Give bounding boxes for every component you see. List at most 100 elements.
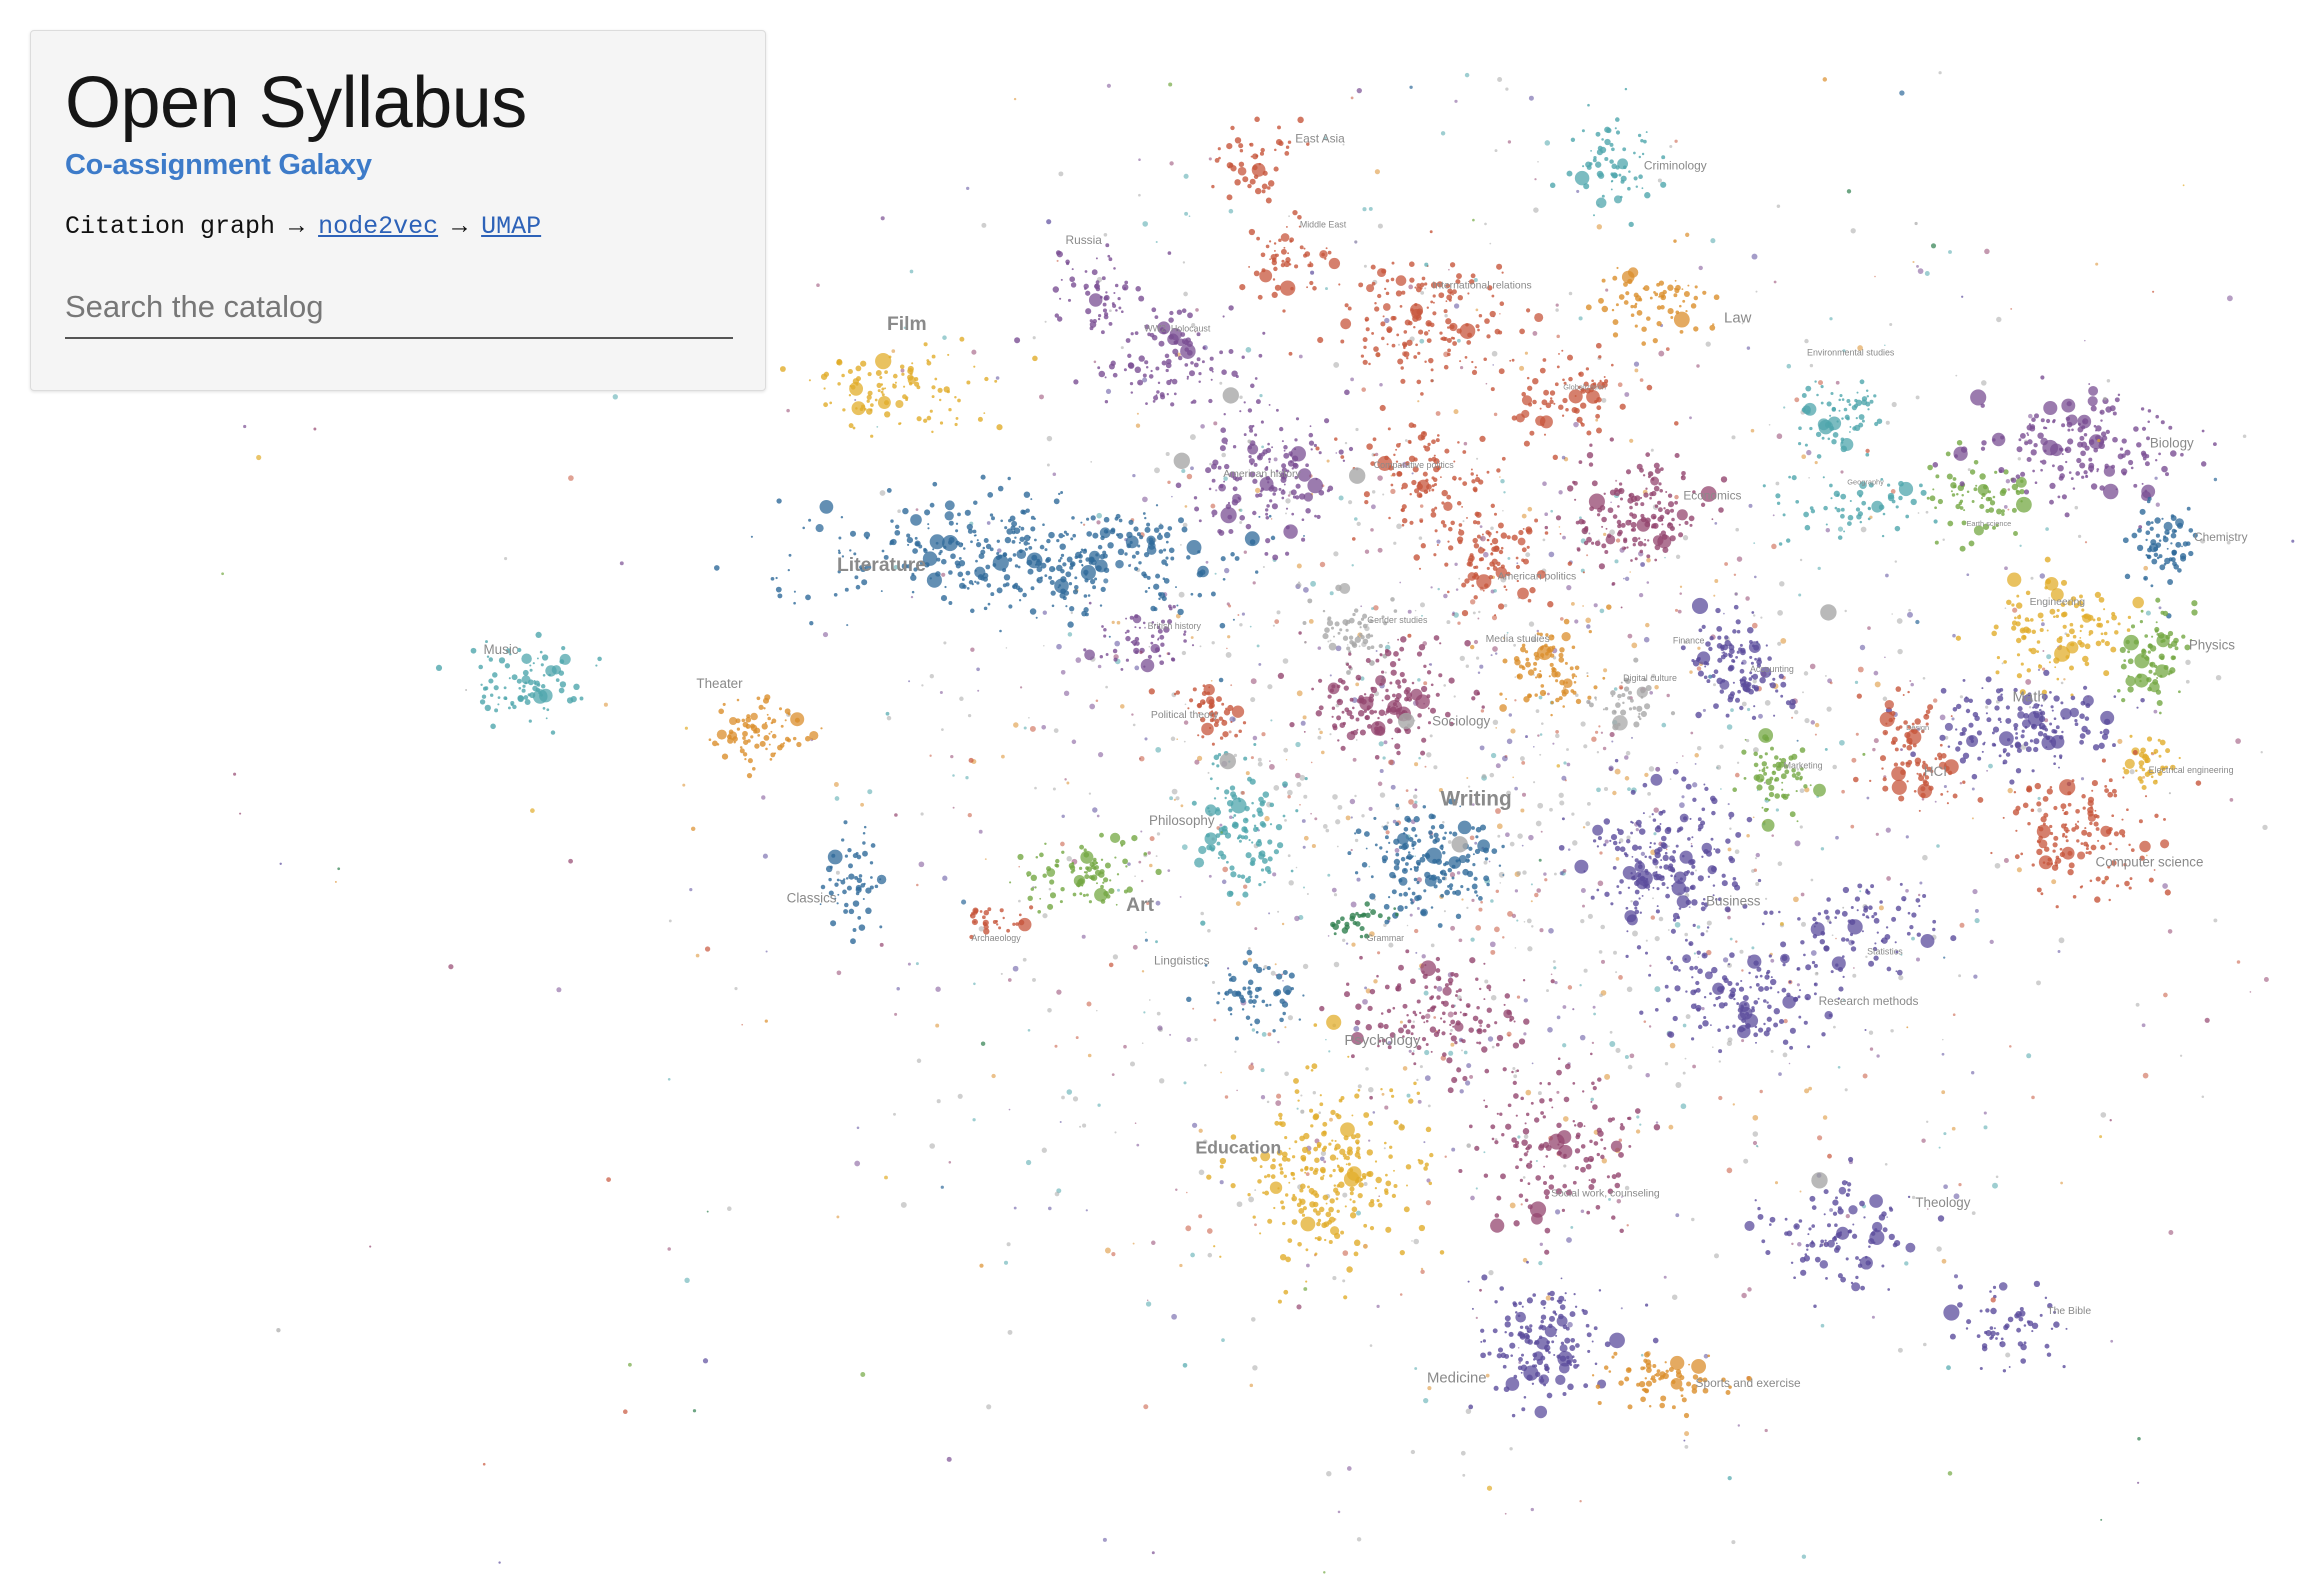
galaxy-point[interactable] [2179, 1054, 2183, 1057]
galaxy-point[interactable] [1578, 371, 1584, 377]
galaxy-point[interactable] [1722, 957, 1729, 963]
galaxy-point[interactable] [1062, 562, 1067, 567]
galaxy-point[interactable] [1428, 457, 1433, 462]
galaxy-point[interactable] [1500, 1173, 1506, 1180]
galaxy-point[interactable] [1190, 401, 1194, 404]
galaxy-point[interactable] [1414, 286, 1417, 289]
galaxy-point[interactable] [1285, 1193, 1289, 1197]
galaxy-point[interactable] [1612, 790, 1617, 796]
galaxy-point[interactable] [1142, 496, 1148, 503]
galaxy-point[interactable] [1477, 328, 1480, 332]
galaxy-point[interactable] [1249, 178, 1256, 185]
galaxy-point[interactable] [1410, 303, 1423, 317]
galaxy-point[interactable] [1406, 357, 1409, 360]
galaxy-point[interactable] [1341, 927, 1349, 934]
galaxy-point[interactable] [1470, 472, 1474, 476]
galaxy-point[interactable] [566, 697, 574, 704]
galaxy-point[interactable] [1044, 574, 1048, 578]
galaxy-point[interactable] [841, 838, 845, 842]
galaxy-point[interactable] [1103, 233, 1108, 237]
galaxy-point[interactable] [1405, 855, 1410, 860]
galaxy-point[interactable] [1044, 548, 1048, 552]
galaxy-point[interactable] [1559, 1151, 1562, 1155]
galaxy-point[interactable] [1002, 916, 1005, 920]
galaxy-point[interactable] [1273, 266, 1278, 272]
galaxy-point[interactable] [986, 583, 992, 588]
galaxy-point[interactable] [1275, 408, 1279, 412]
galaxy-point[interactable] [1885, 573, 1889, 578]
galaxy-point[interactable] [1559, 532, 1562, 535]
galaxy-point[interactable] [1377, 223, 1383, 229]
galaxy-point[interactable] [1547, 692, 1550, 696]
galaxy-point[interactable] [1610, 501, 1612, 504]
galaxy-point[interactable] [1438, 292, 1445, 299]
galaxy-point[interactable] [1326, 1471, 1332, 1477]
galaxy-point[interactable] [1409, 867, 1413, 871]
galaxy-point[interactable] [1331, 684, 1336, 689]
galaxy-point[interactable] [1675, 1082, 1682, 1088]
galaxy-point[interactable] [1515, 413, 1525, 423]
galaxy-point[interactable] [1522, 979, 1526, 982]
galaxy-point[interactable] [1797, 1242, 1802, 1247]
galaxy-point[interactable] [1048, 575, 1053, 580]
galaxy-point[interactable] [1432, 301, 1435, 304]
galaxy-point[interactable] [1307, 477, 1323, 494]
galaxy-point[interactable] [1542, 1115, 1546, 1119]
galaxy-point[interactable] [1490, 552, 1494, 556]
galaxy-point[interactable] [1165, 540, 1169, 544]
galaxy-point[interactable] [1489, 941, 1496, 948]
galaxy-point[interactable] [1229, 162, 1234, 168]
galaxy-point[interactable] [1461, 506, 1463, 508]
galaxy-point[interactable] [1259, 151, 1265, 156]
galaxy-point[interactable] [1070, 282, 1077, 288]
galaxy-point[interactable] [1242, 176, 1249, 183]
galaxy-point[interactable] [1054, 1191, 1060, 1197]
galaxy-point[interactable] [1498, 549, 1504, 555]
galaxy-point[interactable] [1547, 1082, 1551, 1086]
galaxy-point[interactable] [1198, 372, 1202, 376]
galaxy-point[interactable] [1516, 870, 1522, 876]
galaxy-point[interactable] [999, 629, 1002, 633]
galaxy-point[interactable] [1044, 842, 1047, 846]
galaxy-point[interactable] [1553, 1353, 1556, 1357]
galaxy-point[interactable] [1359, 934, 1364, 939]
galaxy-point[interactable] [1149, 332, 1155, 338]
galaxy-point[interactable] [1032, 355, 1038, 362]
galaxy-point[interactable] [1580, 1166, 1586, 1173]
galaxy-point[interactable] [1706, 949, 1712, 956]
galaxy-point[interactable] [1227, 635, 1231, 639]
galaxy-point[interactable] [1303, 835, 1309, 841]
galaxy-point[interactable] [1269, 823, 1273, 826]
galaxy-point[interactable] [1451, 1076, 1458, 1084]
galaxy-point[interactable] [1302, 963, 1309, 970]
galaxy-point[interactable] [1281, 973, 1284, 976]
galaxy-point[interactable] [1741, 1292, 1747, 1299]
galaxy-point[interactable] [948, 520, 954, 526]
galaxy-point[interactable] [1269, 1003, 1272, 1007]
galaxy-point[interactable] [1469, 1074, 1474, 1079]
galaxy-point[interactable] [1471, 898, 1475, 902]
galaxy-point[interactable] [1191, 322, 1196, 328]
galaxy-point[interactable] [1166, 393, 1169, 396]
galaxy-point[interactable] [1450, 1019, 1456, 1025]
galaxy-point[interactable] [1279, 426, 1284, 432]
galaxy-point[interactable] [1427, 1386, 1432, 1391]
galaxy-point[interactable] [1099, 604, 1103, 607]
galaxy-point[interactable] [1493, 512, 1498, 516]
galaxy-point[interactable] [1379, 653, 1383, 657]
galaxy-point[interactable] [916, 883, 919, 887]
galaxy-point[interactable] [1561, 414, 1565, 417]
galaxy-point[interactable] [1381, 670, 1385, 674]
galaxy-point[interactable] [1058, 171, 1064, 177]
galaxy-point[interactable] [1504, 1321, 1511, 1328]
galaxy-point[interactable] [775, 576, 778, 580]
galaxy-point[interactable] [745, 716, 752, 723]
galaxy-point[interactable] [512, 704, 517, 710]
galaxy-point[interactable] [941, 572, 946, 577]
galaxy-point[interactable] [1050, 590, 1056, 596]
galaxy-point[interactable] [542, 707, 546, 710]
galaxy-point[interactable] [957, 1093, 963, 1099]
galaxy-point[interactable] [1303, 1132, 1310, 1140]
galaxy-point[interactable] [1283, 445, 1288, 450]
galaxy-point[interactable] [1515, 564, 1521, 570]
